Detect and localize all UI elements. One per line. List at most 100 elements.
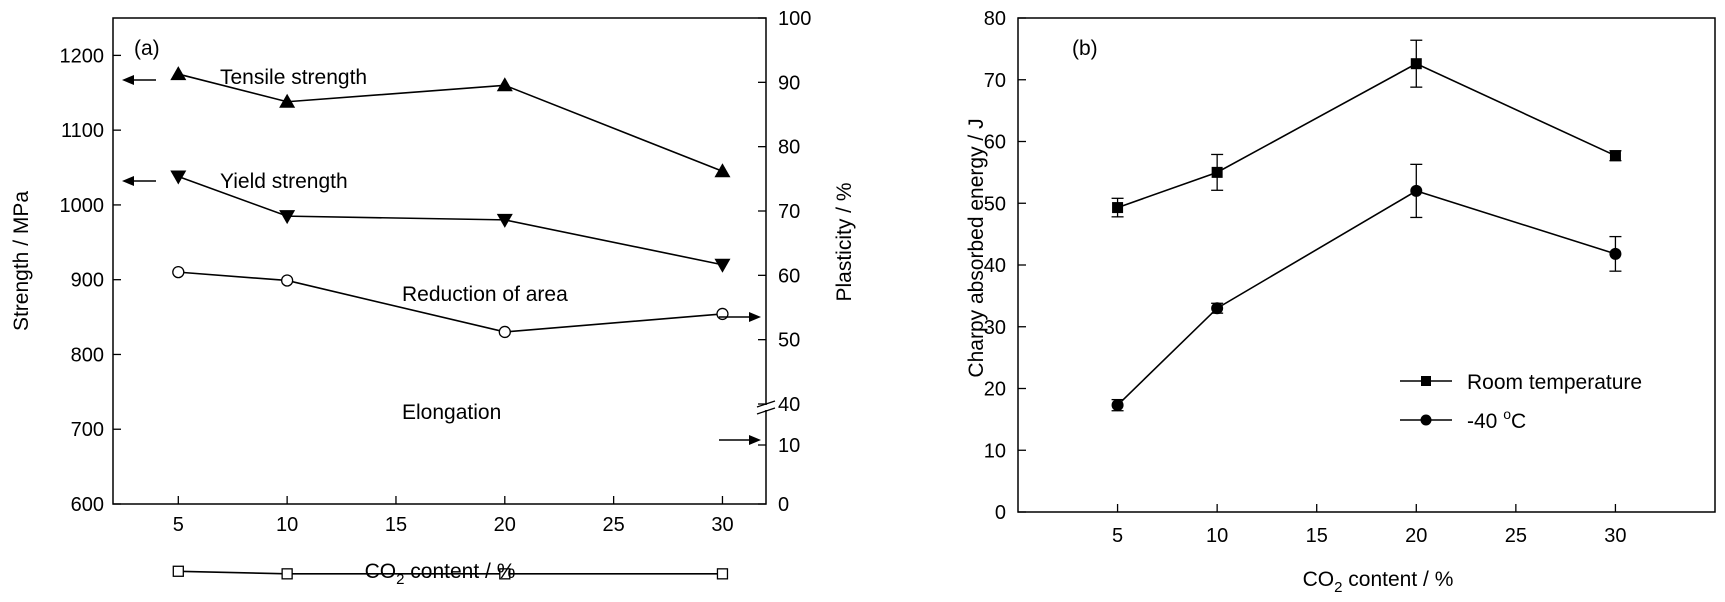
point-elongation (716, 568, 729, 580)
panel-b-plot-frame (1017, 17, 1716, 513)
right-axis-arrow-reduction (719, 312, 761, 322)
b-y-tick-label: 40 (984, 255, 1006, 277)
series-line-elongation (178, 570, 723, 575)
b-y-tick-label: 0 (995, 502, 1006, 524)
a-left-tick-label: 1100 (61, 120, 104, 142)
legend-label-room-temperature: Room temperature (1467, 371, 1642, 394)
point-reduction-of-area (498, 325, 511, 339)
a-right-tick-label: 80 (778, 137, 800, 159)
a-right-tick-label: 90 (778, 72, 800, 94)
panel-b-x-axis-title: CO2 content / % (1303, 568, 1454, 596)
panel-a-left-y-ticks: 600 700 800 900 1000 1100 1200 (60, 45, 121, 516)
legend-marker-circle (1420, 414, 1432, 426)
a-x-tick-label: 10 (276, 514, 298, 536)
legend-label-minus-40: -40 oC (1467, 406, 1526, 433)
panel-a-x-ticks: 5 10 15 20 25 30 (173, 496, 734, 536)
series-line-40-c (1117, 190, 1616, 406)
panel-b-label: (b) (1072, 37, 1098, 60)
a-x-tick-label: 25 (603, 514, 625, 536)
a-left-tick-label: 1200 (60, 45, 105, 67)
point-tensile-strength (714, 163, 731, 178)
b-x-tick-label: 15 (1306, 525, 1328, 547)
point-40-c (1211, 302, 1224, 315)
point-elongation (499, 568, 511, 580)
point-tensile-strength (279, 93, 296, 108)
panel-a-left-y-axis-title: Strength / MPa (10, 191, 33, 331)
a-right-tick-label: 0 (778, 494, 789, 516)
a-left-tick-label: 1000 (60, 195, 105, 217)
series-line-yield-strength (178, 175, 723, 266)
b-x-tick-label: 20 (1405, 525, 1427, 547)
a-left-tick-label: 700 (71, 419, 104, 441)
b-y-tick-label: 10 (984, 440, 1006, 462)
series-label-yield-strength: Yield strength (220, 170, 348, 193)
b-x-tick-label: 25 (1505, 525, 1527, 547)
panel-b-x-ticks: 5 10 15 20 25 30 (1112, 504, 1627, 547)
a-x-tick-label: 20 (494, 514, 516, 536)
series-line-tensile-strength (178, 73, 723, 173)
series-line-room-temperature (1117, 62, 1616, 209)
point-yield-strength (170, 170, 187, 185)
series-line-reduction-of-area (178, 271, 723, 333)
point-tensile-strength (496, 77, 513, 92)
panel-b-y-axis-title: Charpy absorbed energy / J (965, 118, 988, 377)
legend: Room temperature -40 oC (1400, 371, 1642, 433)
panel-a-x-axis-title: CO2 content / % (365, 560, 516, 588)
b-x-tick-label: 5 (1112, 525, 1123, 547)
panel-a-right-y-axis-title: Plasticity / % (833, 182, 856, 301)
panel-a-series (170, 66, 731, 580)
panel-b: 5 10 15 20 25 30 0 10 20 30 40 50 60 70 80 (b) Room t… (965, 8, 1716, 596)
legend-entry-minus-40: -40 oC (1400, 406, 1526, 433)
a-left-tick-label: 600 (71, 494, 104, 516)
b-y-tick-label: 80 (984, 8, 1006, 30)
point-room-temperature (1112, 202, 1124, 214)
point-yield-strength (496, 213, 513, 228)
point-room-temperature (1410, 58, 1422, 70)
b-y-tick-label: 20 (984, 379, 1006, 401)
panel-a-plot-frame (112, 17, 767, 505)
legend-entry-room-temperature: Room temperature (1400, 371, 1642, 394)
point-room-temperature (1211, 166, 1223, 178)
series-label-tensile-strength: Tensile strength (220, 66, 367, 89)
panel-b-y-ticks: 0 10 20 30 40 50 60 70 80 (984, 8, 1026, 524)
a-right-tick-label: 50 (778, 330, 800, 352)
b-x-tick-label: 10 (1206, 525, 1228, 547)
point-yield-strength (279, 210, 296, 225)
point-reduction-of-area (172, 265, 185, 279)
b-y-tick-label: 70 (984, 70, 1006, 92)
point-40-c (1410, 184, 1423, 197)
point-elongation (281, 568, 293, 580)
series-label-elongation: Elongation (402, 401, 501, 424)
point-40-c (1111, 399, 1124, 412)
point-yield-strength (714, 258, 731, 273)
panel-a-label: (a) (134, 37, 160, 60)
a-right-tick-label: 70 (778, 201, 800, 223)
b-y-tick-label: 30 (984, 317, 1006, 339)
b-x-tick-label: 30 (1604, 525, 1626, 547)
b-y-tick-label: 50 (984, 193, 1006, 215)
a-x-tick-label: 30 (711, 514, 733, 536)
point-reduction-of-area (716, 307, 729, 321)
point-room-temperature (1609, 150, 1621, 162)
left-axis-arrow-tensile (122, 75, 156, 85)
b-y-tick-label: 60 (984, 132, 1006, 154)
legend-marker-square (1421, 376, 1431, 386)
a-x-tick-label: 5 (173, 514, 184, 536)
series-label-reduction-of-area: Reduction of area (402, 283, 568, 306)
point-tensile-strength (170, 66, 187, 81)
a-right-tick-label: 40 (778, 394, 800, 416)
point-reduction-of-area (280, 274, 294, 287)
a-right-tick-label: 60 (778, 265, 800, 287)
point-40-c (1609, 247, 1622, 260)
left-axis-arrow-yield (122, 176, 156, 186)
panel-a-right-y-ticks: 40 50 60 70 80 90 100 0 10 (758, 8, 811, 516)
a-left-tick-label: 900 (71, 270, 104, 292)
a-x-tick-label: 15 (385, 514, 407, 536)
panel-a-axis-break-mark (756, 400, 776, 415)
panel-b-series (1111, 39, 1622, 412)
a-left-tick-label: 800 (71, 344, 104, 366)
a-right-tick-label: 100 (778, 8, 811, 30)
a-right-tick-label: 10 (778, 435, 800, 457)
